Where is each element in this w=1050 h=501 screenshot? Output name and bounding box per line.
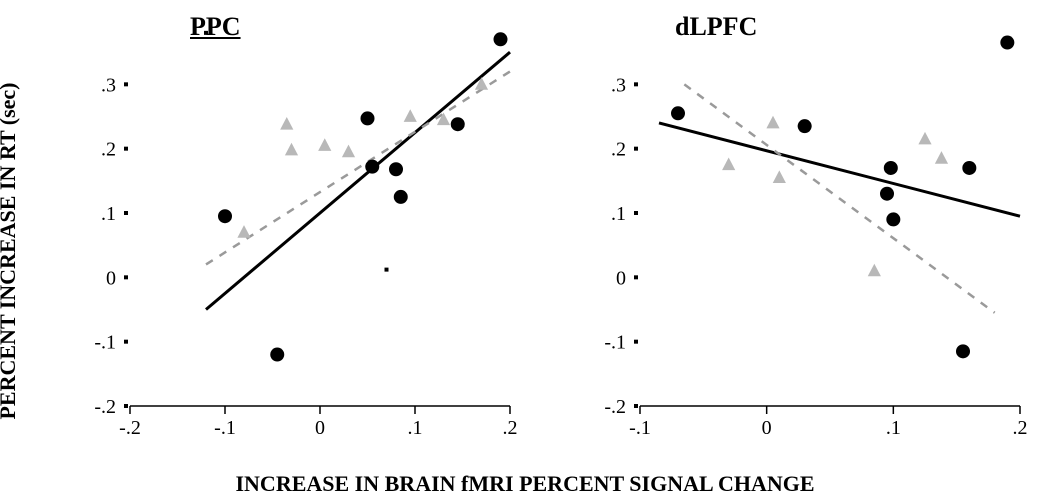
xtick-label: 0: [762, 417, 772, 439]
ytick-mark: [634, 211, 638, 215]
ytick-label: -.2: [604, 396, 626, 418]
point-black_circles: [798, 119, 812, 133]
xtick-label: -.1: [214, 417, 236, 439]
point-gray_triangles: [773, 170, 786, 183]
xtick-label: -.2: [119, 417, 141, 439]
ytick-mark: [634, 82, 638, 86]
point-gray_triangles: [722, 158, 735, 171]
ytick-mark: [124, 211, 128, 215]
fit-line-solid_fit: [206, 52, 510, 309]
ytick-label: .2: [611, 139, 626, 161]
point-black_circles: [886, 212, 900, 226]
point-gray_triangles: [404, 109, 417, 122]
ytick-mark: [634, 340, 638, 344]
panel-ppc: PPC -.2 -.1 0 .1 .2 .3 -.2 -.1 0 .1 .2: [70, 10, 520, 451]
point-gray_triangles: [342, 145, 355, 158]
point-gray_triangles: [935, 151, 948, 164]
plot-dlpfc: -.2-.10.1.2.3-.10.1.2: [580, 10, 1030, 451]
point-gray_triangles: [918, 132, 931, 145]
point-black_circles: [218, 209, 232, 223]
point-black_circles: [880, 187, 894, 201]
xtick-label: .1: [886, 417, 901, 439]
point-black_circles: [884, 161, 898, 175]
figure-root: PERCENT INCREASE IN RT (sec) INCREASE IN…: [0, 0, 1050, 501]
ytick-label: .3: [611, 74, 626, 96]
fit-line-dashed_fit: [206, 71, 510, 264]
plot-ppc: -.2 -.1 0 .1 .2 .3 -.2 -.1 0 .1 .2: [70, 10, 520, 451]
ytick-mark: [124, 147, 128, 151]
ytick-mark: [124, 275, 128, 279]
point-black_circles: [361, 111, 375, 125]
xtick-label: 0: [315, 417, 325, 439]
panel-title-ppc: PPC: [190, 12, 241, 42]
point-tiny_dots: [385, 268, 389, 272]
point-black_circles: [956, 344, 970, 358]
ytick-label: .3: [101, 74, 116, 96]
xtick-label: -.1: [629, 417, 651, 439]
ytick-mark: [634, 275, 638, 279]
point-black_circles: [962, 161, 976, 175]
ytick-label: .1: [101, 203, 116, 225]
xtick-label: .2: [503, 417, 518, 439]
ytick-label: -.2: [94, 396, 116, 418]
point-gray_triangles: [280, 117, 293, 130]
point-black_circles: [451, 117, 465, 131]
point-gray_triangles: [868, 264, 881, 277]
ytick-label: 0: [616, 267, 626, 289]
ytick-mark: [124, 82, 128, 86]
ytick-label: .1: [611, 203, 626, 225]
point-black_circles: [1000, 36, 1014, 50]
point-black_circles: [389, 162, 403, 176]
y-axis-label: PERCENT INCREASE IN RT (sec): [0, 82, 21, 419]
panels-container: PPC-.2-.10.1.2.3-.2-.10.1.2dLPFC-.2-.10.…: [70, 10, 1030, 451]
point-gray_triangles: [766, 116, 779, 129]
ytick-label: .2: [101, 139, 116, 161]
ytick-label: -.1: [604, 332, 626, 354]
point-black_circles: [365, 160, 379, 174]
point-gray_triangles: [237, 225, 250, 238]
point-black_circles: [494, 32, 508, 46]
point-gray_triangles: [318, 138, 331, 151]
ytick-label: 0: [106, 267, 116, 289]
point-black_circles: [270, 348, 284, 362]
ytick-mark: [124, 404, 128, 408]
xtick-label: .1: [408, 417, 423, 439]
ytick-mark: [124, 340, 128, 344]
panel-title-dlpfc: dLPFC: [675, 12, 757, 42]
point-black_circles: [394, 190, 408, 204]
point-black_circles: [671, 106, 685, 120]
point-gray_triangles: [437, 113, 450, 126]
xtick-label: .2: [1013, 417, 1028, 439]
point-gray_triangles: [285, 143, 298, 156]
ytick-label: -.1: [94, 332, 116, 354]
ytick-mark: [634, 404, 638, 408]
ytick-mark: [634, 147, 638, 151]
panel-dlpfc: dLPFC-.2-.10.1.2.3-.10.1.2: [580, 10, 1030, 451]
x-axis-label: INCREASE IN BRAIN fMRI PERCENT SIGNAL CH…: [0, 471, 1050, 497]
